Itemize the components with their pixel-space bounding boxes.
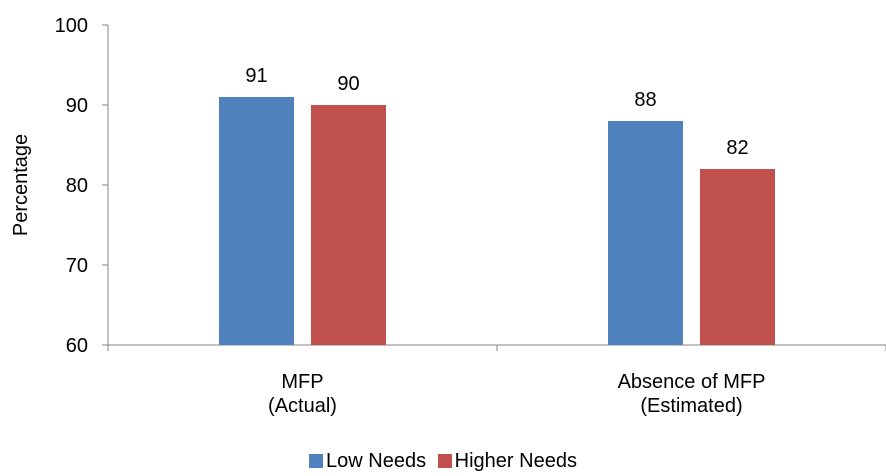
category-label: (Actual) [268, 395, 337, 417]
bar-higher-needs [311, 105, 386, 345]
legend-swatch-higher-needs [437, 454, 452, 468]
category-label: (Estimated) [640, 395, 742, 417]
bar-value-label: 88 [634, 89, 656, 111]
y-axis-title: Percentage [10, 134, 32, 236]
bar-value-label: 90 [337, 73, 359, 95]
category-label: Absence of MFP [618, 371, 766, 393]
legend-label-low-needs: Low Needs [326, 450, 427, 472]
legend-swatch-low-needs [309, 454, 324, 468]
legend-item-higher-needs: Higher Needs [437, 450, 577, 472]
bar-value-label: 82 [726, 137, 748, 159]
legend-item-low-needs: Low Needs [309, 450, 426, 472]
y-tick-label: 70 [66, 255, 88, 277]
y-tick-label: 100 [55, 15, 88, 37]
category-label: MFP [281, 371, 323, 393]
bar-higher-needs [700, 169, 775, 345]
bars [219, 97, 775, 345]
bar-value-label: 91 [245, 65, 267, 87]
bar-low-needs [219, 97, 294, 345]
bar-low-needs [608, 121, 683, 345]
legend-label-higher-needs: Higher Needs [454, 450, 577, 472]
y-tick-label: 80 [66, 175, 88, 197]
labels: Percentage 91 90 MFP(Actual) 88 82 Absence of … [10, 65, 765, 417]
y-tick-label: 60 [66, 335, 88, 357]
legend: Low Needs Higher Needs [0, 450, 886, 473]
y-tick-label: 90 [66, 95, 88, 117]
